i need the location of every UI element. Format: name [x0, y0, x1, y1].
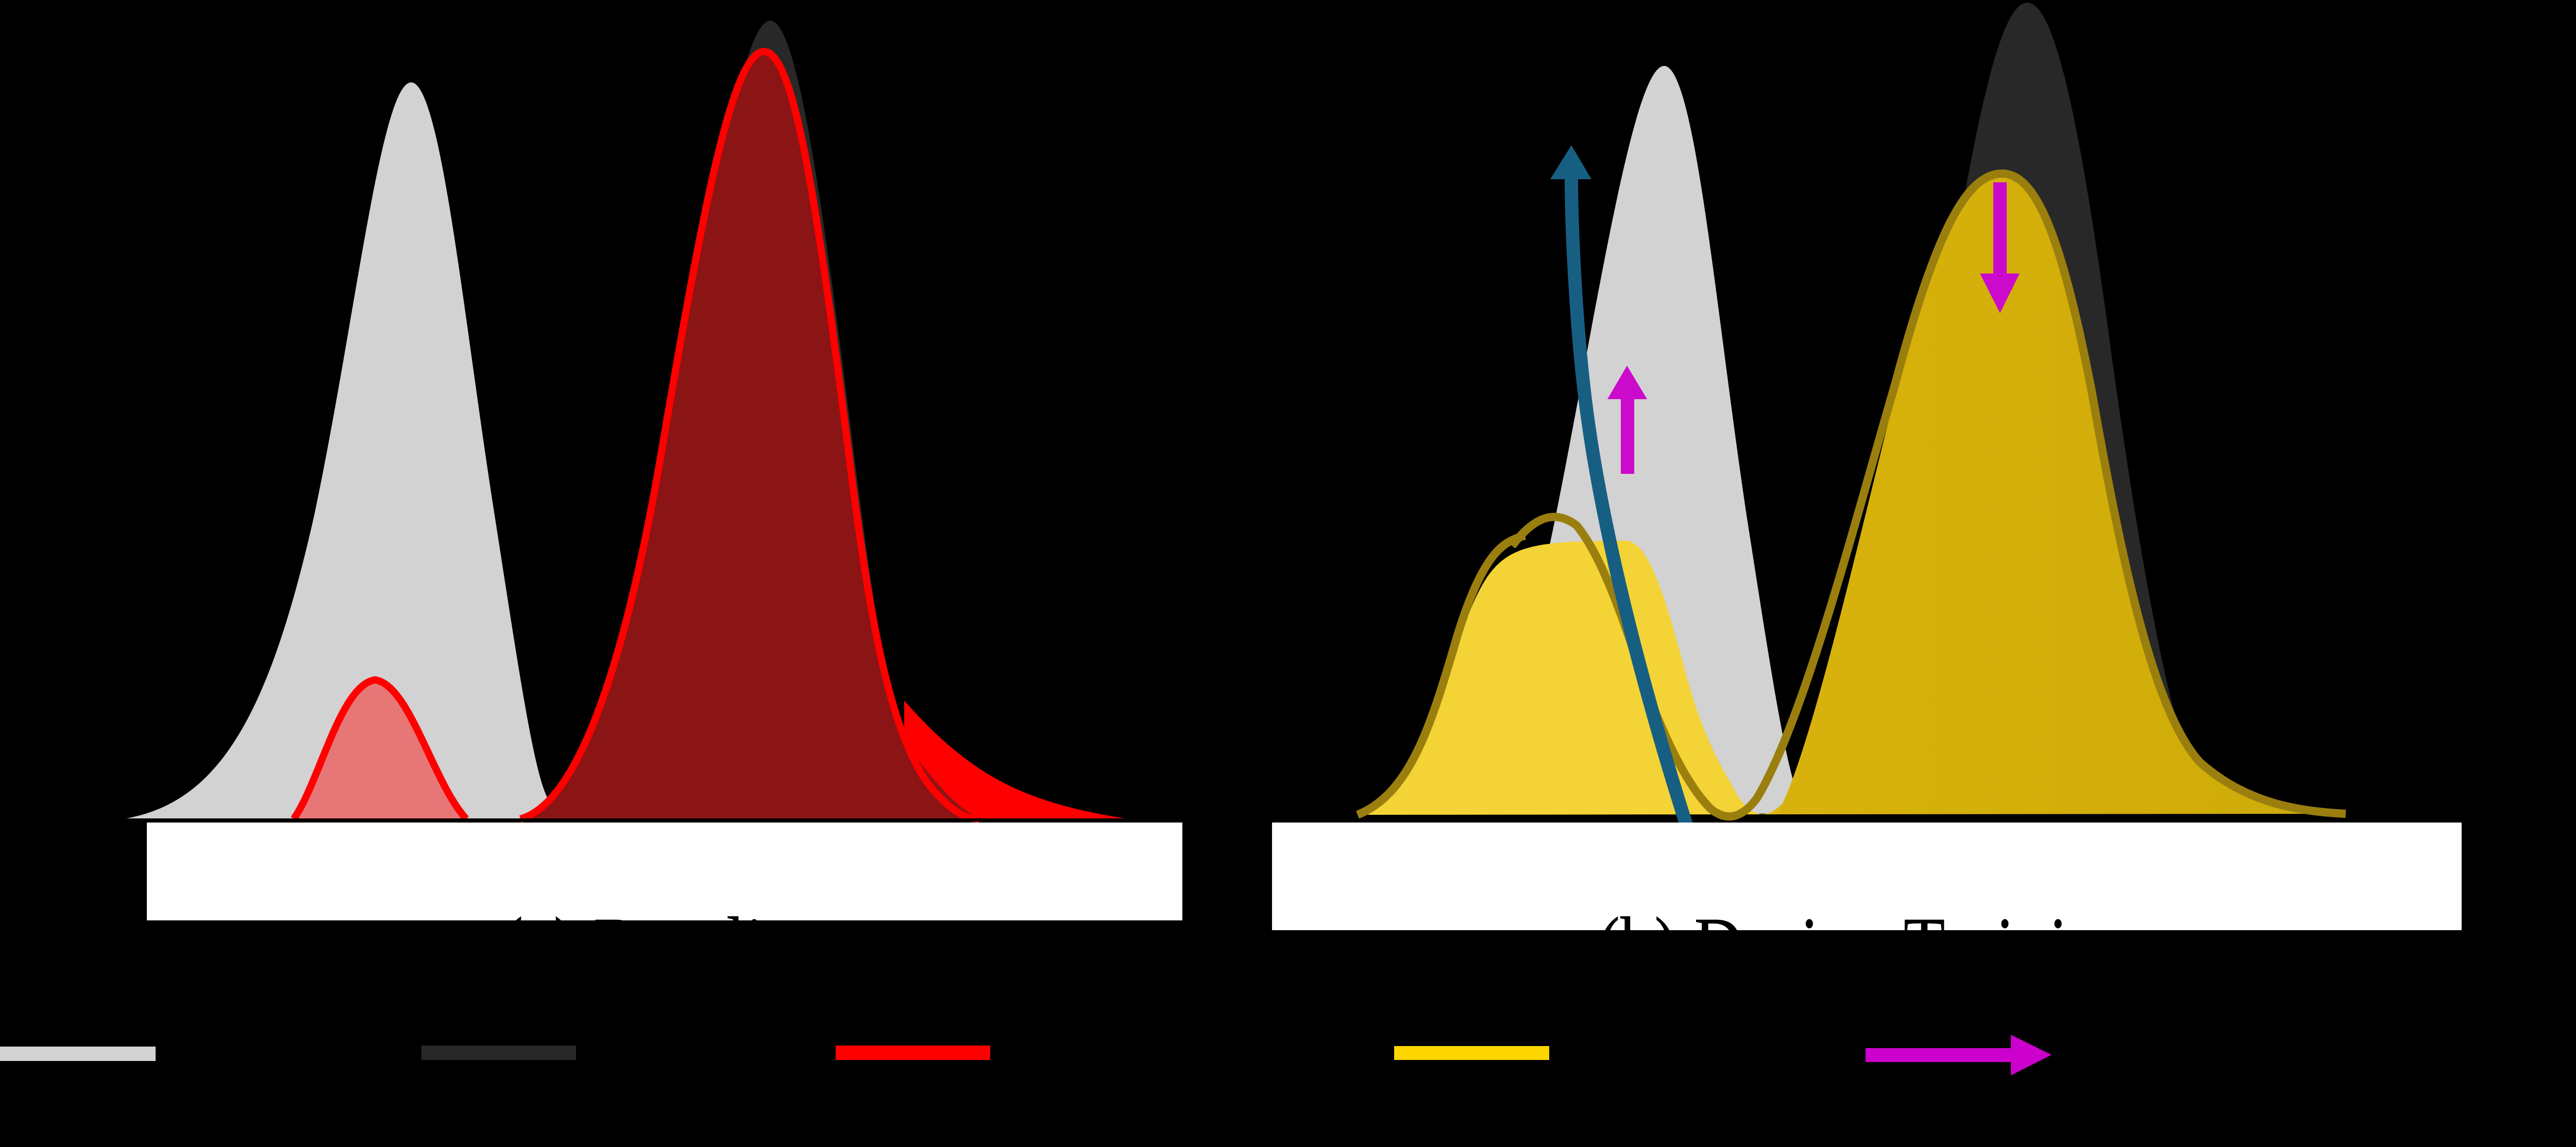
baseline-model-minor-peak-fill — [294, 680, 466, 819]
probability-decrease-arrow-head — [1980, 273, 2020, 313]
reference-distribution-left — [124, 82, 577, 819]
panel-b-caption: (b) During Training — [1403, 904, 2331, 930]
legend-swatch-yellow — [1394, 1046, 1549, 1060]
training-model-distribution-fill — [1358, 174, 2346, 815]
panel-a-plot — [118, 21, 1185, 823]
legend — [0, 1035, 2052, 1075]
legend-arrow-magenta-icon — [1866, 1035, 2052, 1075]
baseline-model-outline-main — [519, 47, 979, 823]
panel-b-plot — [1355, 3, 2346, 889]
baseline-model-outline — [291, 676, 469, 821]
probability-increase-arrow-shaft — [1621, 397, 1634, 474]
panel-a-caption-box: (a) Baseline — [147, 823, 1182, 920]
legend-swatch-dark-gray — [421, 1046, 576, 1060]
baseline-tail-region — [904, 700, 1128, 819]
baseline-model-distribution-fill — [520, 52, 1128, 819]
optimization-trajectory-arrow-shaft — [1565, 175, 1714, 889]
probability-increase-arrow-head — [1607, 366, 1647, 399]
probability-decrease-arrow-shaft — [1993, 182, 2007, 275]
panel-a-caption: (a) Baseline — [261, 904, 1069, 920]
optimization-trajectory-arrow-head — [1550, 145, 1591, 179]
legend-swatch-light-gray — [0, 1047, 156, 1061]
panel-b-caption-box: (b) During Training — [1272, 823, 2462, 930]
legend-swatch-red — [836, 1046, 990, 1060]
